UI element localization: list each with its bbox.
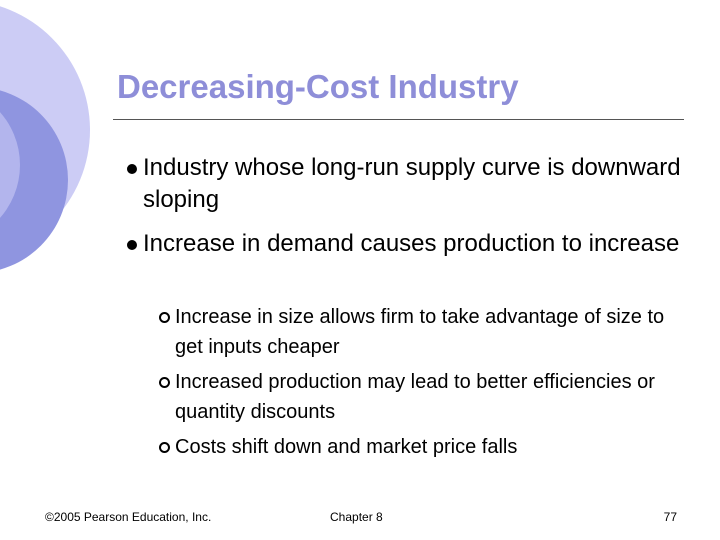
bullet: Industry whose long-run supply curve is … xyxy=(127,152,688,216)
sub-bullet-ring xyxy=(159,377,170,388)
sub-bullet-text: Increase in size allows firm to take adv… xyxy=(175,306,665,358)
bullet-dot xyxy=(127,240,137,250)
footer-chapter: Chapter 8 xyxy=(330,510,383,524)
footer-copyright: ©2005 Pearson Education, Inc. xyxy=(45,510,212,524)
sub-bullet: Increase in size allows firm to take adv… xyxy=(159,302,690,362)
bullet-dot xyxy=(127,164,137,174)
sub-bullet-text: Increased production may lead to better … xyxy=(175,371,655,423)
sub-bullet-ring xyxy=(159,442,170,453)
bullet-text: Industry whose long-run supply curve is … xyxy=(143,154,681,213)
bullet-text: Increase in demand causes production to … xyxy=(143,230,680,257)
sub-bullet-text: Costs shift down and market price falls xyxy=(175,436,518,458)
bullet: Increase in demand causes production to … xyxy=(127,228,688,260)
decor-circle xyxy=(0,90,68,270)
sub-bullet: Costs shift down and market price falls xyxy=(159,432,690,462)
decor xyxy=(0,6,90,270)
sub-bullet: Increased production may lead to better … xyxy=(159,367,690,427)
sub-bullet-ring xyxy=(159,312,170,323)
footer-page: 77 xyxy=(663,510,677,524)
slide-title: Decreasing-Cost Industry xyxy=(117,68,519,105)
title-rule xyxy=(113,119,684,120)
decor-circle xyxy=(0,112,20,218)
